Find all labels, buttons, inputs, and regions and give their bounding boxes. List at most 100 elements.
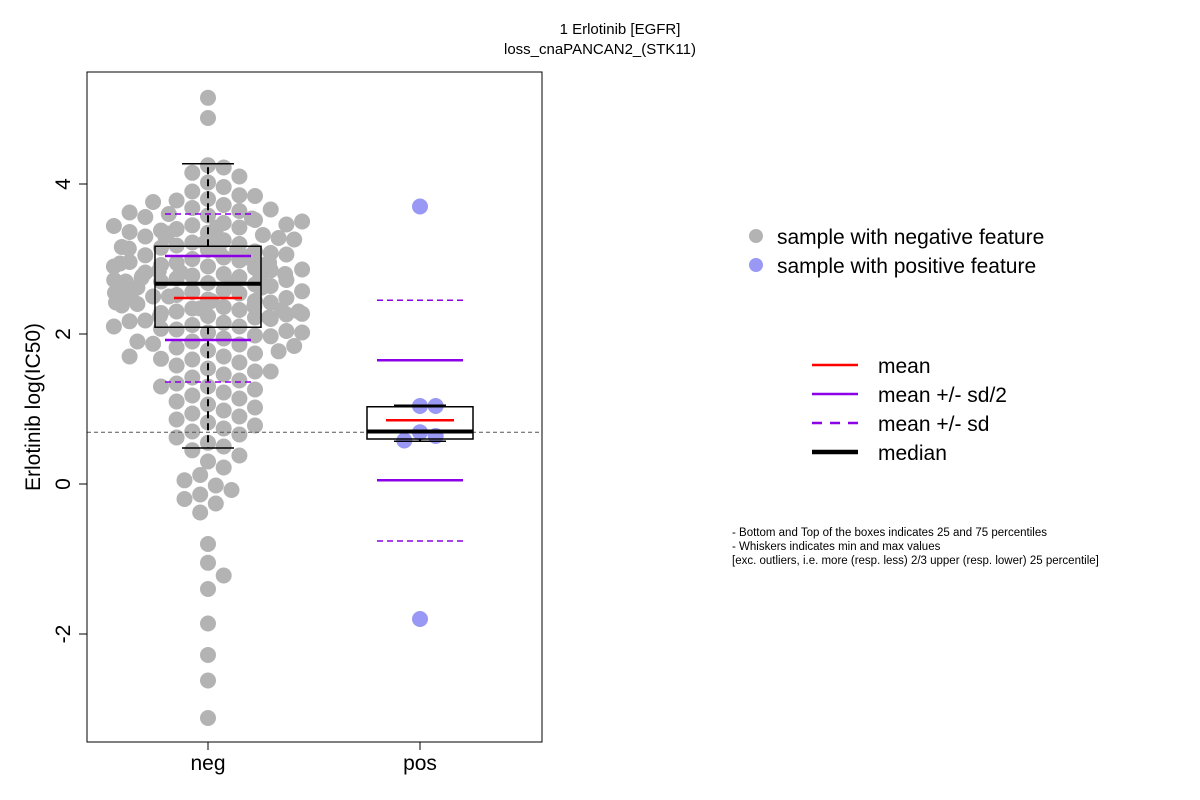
neg-point	[153, 351, 169, 367]
neg-point	[277, 266, 293, 282]
neg-point	[246, 298, 262, 314]
neg-point	[169, 193, 185, 209]
neg-point	[278, 247, 294, 263]
neg-point	[247, 382, 263, 398]
neg-point	[247, 418, 263, 434]
chart-note: [exc. outliers, i.e. more (resp. less) 2…	[732, 555, 1099, 567]
y-tick-label: -2	[52, 625, 75, 644]
neg-point	[192, 301, 208, 317]
neg-point	[137, 313, 153, 329]
neg-point	[291, 304, 307, 320]
neg-point	[169, 322, 185, 338]
neg-point	[184, 184, 200, 200]
neg-point	[216, 331, 232, 347]
neg-point	[224, 482, 240, 498]
neg-point	[231, 302, 247, 318]
neg-point	[294, 214, 310, 230]
legend: sample with negative feature sample with …	[732, 226, 1099, 567]
neg-point	[216, 179, 232, 195]
neg-point	[294, 283, 310, 299]
neg-point	[192, 505, 208, 521]
y-axis-label: Erlotinib log(IC50)	[22, 323, 45, 491]
neg-point	[153, 379, 169, 395]
neg-point	[159, 226, 175, 242]
neg-point	[231, 355, 247, 371]
neg-point	[216, 197, 232, 213]
neg-point	[263, 364, 279, 380]
neg-point	[247, 346, 263, 362]
neg-point	[173, 265, 189, 281]
neg-point	[208, 496, 224, 512]
neg-point	[209, 220, 225, 236]
neg-point	[137, 247, 153, 263]
neg-point	[151, 263, 167, 279]
neg-point	[208, 478, 224, 494]
neg-point	[255, 227, 271, 243]
neg-point	[184, 352, 200, 368]
neg-point	[271, 343, 287, 359]
neg-point	[169, 304, 185, 320]
neg-point	[169, 358, 185, 374]
neg-point	[216, 460, 232, 476]
neg-point	[125, 281, 141, 297]
neg-point	[247, 364, 263, 380]
neg-point	[294, 325, 310, 341]
neg-point	[184, 217, 200, 233]
neg-point	[112, 256, 128, 272]
neg-point	[200, 90, 216, 106]
neg-point	[137, 229, 153, 245]
neg-point	[231, 448, 247, 464]
neg-point	[200, 616, 216, 632]
legend-line-label: mean	[878, 355, 931, 378]
legend-line-label: mean +/- sd	[878, 413, 989, 436]
neg-point	[263, 328, 279, 344]
neg-point	[273, 302, 289, 318]
neg-point	[184, 388, 200, 404]
neg-point	[184, 370, 200, 386]
chart-subtitle: loss_cnaPANCAN2_(STK11)	[504, 41, 696, 58]
legend-point-label: sample with positive feature	[777, 255, 1036, 278]
neg-point	[129, 334, 145, 350]
chart-note: - Bottom and Top of the boxes indicates …	[732, 527, 1047, 539]
pos-point	[412, 611, 428, 627]
neg-point	[184, 251, 200, 267]
neg-point	[231, 427, 247, 443]
neg-point	[145, 289, 161, 305]
neg-point	[122, 349, 138, 365]
neg-point	[122, 224, 138, 240]
neg-point	[231, 391, 247, 407]
neg-point	[121, 241, 137, 257]
neg-point	[145, 194, 161, 210]
neg-point	[122, 313, 138, 329]
neg-point	[169, 394, 185, 410]
neg-point	[200, 581, 216, 597]
legend-line-label: mean +/- sd/2	[878, 384, 1007, 407]
neg-point	[184, 442, 200, 458]
neg-point	[145, 336, 161, 352]
neg-point	[294, 262, 310, 278]
points-layer	[106, 90, 444, 726]
neg-point	[247, 400, 263, 416]
neg-point	[216, 439, 232, 455]
neg-point	[216, 315, 232, 331]
neg-point	[216, 421, 232, 437]
neg-point	[286, 338, 302, 354]
pos-point	[412, 199, 428, 215]
neg-point	[200, 454, 216, 470]
neg-point	[200, 710, 216, 726]
legend-point-label: sample with negative feature	[777, 226, 1044, 249]
neg-point	[184, 165, 200, 181]
neg-point	[177, 491, 193, 507]
neg-point	[106, 319, 122, 335]
chart-title: 1 Erlotinib [EGFR]	[560, 21, 681, 38]
neg-point	[169, 340, 185, 356]
y-tick-label: 4	[52, 178, 75, 190]
boxplot-chart: 1 Erlotinib [EGFR] loss_cnaPANCAN2_(STK1…	[0, 0, 1200, 800]
neg-point	[184, 317, 200, 333]
legend-line-label: median	[878, 442, 947, 465]
stats-layer	[87, 164, 542, 541]
neg-point	[197, 235, 213, 251]
neg-point	[177, 472, 193, 488]
neg-point	[200, 536, 216, 552]
neg-point	[231, 187, 247, 203]
